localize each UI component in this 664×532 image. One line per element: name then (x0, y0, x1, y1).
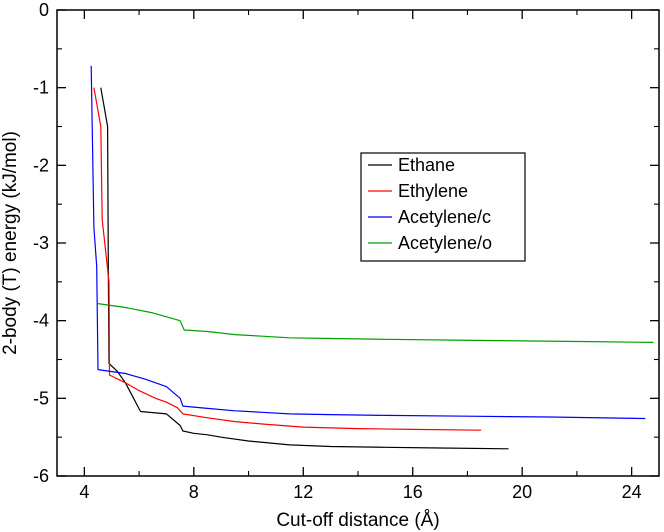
y-tick-label: -4 (33, 311, 49, 331)
y-axis-title: 2-body (T) energy (kJ/mol) (0, 131, 21, 355)
y-tick-label: -1 (33, 78, 49, 98)
series-line-acetylene-o (97, 303, 654, 343)
x-tick-label: 12 (293, 482, 313, 502)
legend-label-acetylene-o: Acetylene/o (398, 233, 492, 253)
x-axis-title: Cut-off distance (Å) (276, 510, 439, 531)
y-tick-label: -5 (33, 388, 49, 408)
y-tick-label: 0 (39, 0, 49, 20)
legend: Ethane Ethylene Acetylene/c Acetylene/o (360, 152, 526, 262)
y-tick-label: -6 (33, 466, 49, 486)
x-tick-label: 8 (189, 482, 199, 502)
x-tick-label: 20 (512, 482, 532, 502)
series-line-acetylene-c (90, 65, 646, 420)
y-tick-label: -2 (33, 155, 49, 175)
y-tick-label: -3 (33, 233, 49, 253)
x-tick-label: 16 (403, 482, 423, 502)
series-line-ethane (100, 87, 509, 450)
legend-label-acetylene-c: Acetylene/c (398, 207, 491, 227)
legend-label-ethane: Ethane (398, 155, 455, 175)
legend-label-ethylene: Ethylene (398, 181, 468, 201)
x-tick-label: 4 (79, 482, 89, 502)
x-tick-label: 24 (622, 482, 642, 502)
series-line-ethylene (93, 87, 482, 431)
